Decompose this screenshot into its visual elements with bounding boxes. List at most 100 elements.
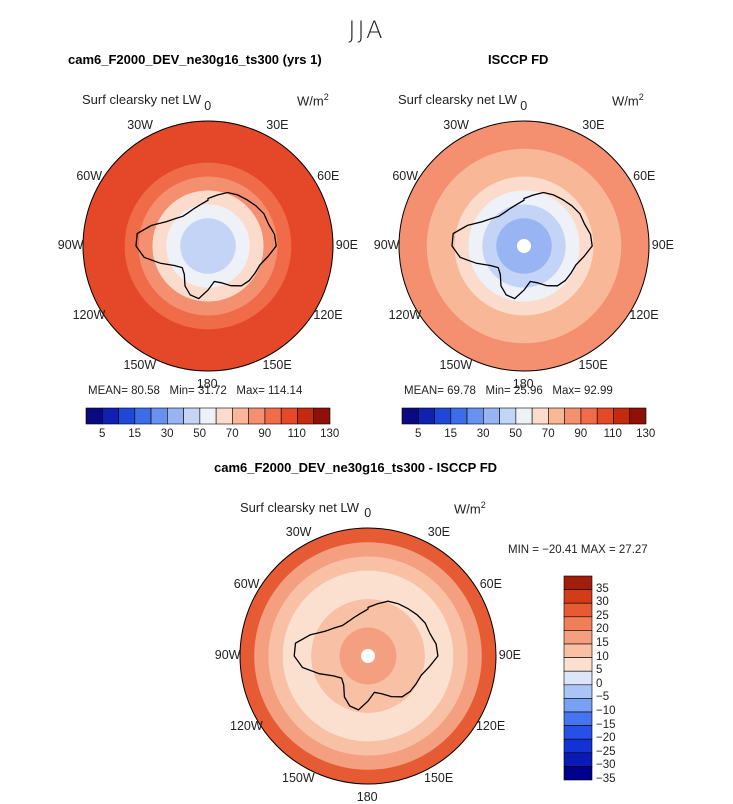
longitude-label: 60E (317, 168, 340, 183)
map-border (398, 120, 650, 372)
colorbar-tick: 20 (596, 623, 609, 636)
longitude-label: 180 (356, 790, 378, 804)
colorbar-tick: 5 (98, 428, 106, 440)
panel2-stats: MEAN= 69.78 Min= 25.96 Max= 92.99 (404, 385, 613, 397)
longitude-label: 30W (443, 117, 469, 132)
longitude-label: 0 (520, 99, 528, 113)
map-panel-2 (398, 120, 650, 372)
colorbar-swatch (563, 575, 593, 590)
longitude-label: 0 (364, 506, 372, 520)
colorbar-swatch (629, 407, 647, 425)
colorbar-swatch (417, 407, 435, 425)
longitude-label: 60E (479, 577, 502, 591)
panel1-units: W/m2 (297, 92, 329, 109)
colorbar-swatch (183, 407, 201, 425)
colorbar-swatch (280, 407, 298, 425)
colorbar-swatch (248, 407, 266, 425)
colorbar-swatch (515, 407, 533, 425)
figure-title: JJA (348, 16, 385, 44)
longitude-label: 150E (424, 770, 454, 785)
colorbar-swatch (563, 670, 593, 686)
longitude-label: 90E (651, 238, 674, 252)
colorbar-tick: −30 (596, 759, 616, 772)
colorbar-swatch (134, 407, 152, 425)
colorbar-tick: 110 (287, 428, 306, 440)
colorbar-tick: −5 (596, 691, 610, 704)
colorbar-tick: 130 (320, 428, 340, 440)
colorbar-tick: 30 (596, 596, 609, 609)
colorbar-tick: 0 (596, 677, 603, 690)
colorbar-swatch (580, 407, 598, 425)
colorbar-swatch (563, 643, 593, 658)
panel3-title: cam6_F2000_DEV_ne30g16_ts300 - ISCCP FD (214, 460, 498, 475)
longitude-label: 30W (285, 525, 312, 540)
longitude-label: 90W (373, 238, 400, 252)
panel1-variable: Surf clearsky net LW (82, 92, 201, 107)
colorbar-tick: 5 (596, 664, 603, 677)
colorbar-swatch (563, 698, 593, 713)
longitude-label: 60E (633, 168, 656, 183)
colorbar-swatch (563, 657, 593, 672)
longitude-label: 120W (230, 719, 263, 733)
colorbar-swatch (563, 684, 593, 699)
panel3-variable: Surf clearsky net LW (240, 500, 359, 515)
colorbar-tick: 35 (596, 582, 609, 595)
colorbar-swatch (466, 407, 484, 425)
pole-missing-data (517, 239, 531, 253)
colorbar-tick: −35 (596, 773, 616, 785)
longitude-label: 0 (204, 99, 212, 113)
longitude-label: 150E (262, 358, 292, 373)
colorbar-tick: 70 (541, 428, 555, 440)
colorbar-swatch (596, 407, 614, 425)
colorbar-tick: 30 (476, 428, 490, 440)
colorbar-tick: 30 (160, 428, 174, 440)
colorbar-tick: 15 (596, 637, 609, 649)
longitude-label: 150E (578, 358, 608, 373)
colorbar-swatch (450, 407, 468, 425)
colorbar-swatch (613, 407, 631, 425)
panel2-variable: Surf clearsky net LW (398, 92, 517, 107)
longitude-label: 120W (72, 307, 106, 322)
colorbar-swatch (563, 616, 593, 631)
colorbar-swatch (563, 602, 593, 618)
panel2-units: W/m2 (612, 92, 644, 109)
colorbar-swatch (564, 407, 582, 425)
map-panel-3 (239, 527, 497, 785)
colorbar-swatch (563, 752, 593, 767)
longitude-label: 120E (313, 307, 343, 322)
colorbar-swatch (548, 407, 565, 425)
colorbar-tick: −10 (596, 705, 616, 717)
colorbar-tick: 130 (636, 428, 656, 440)
colorbar-swatch (101, 407, 119, 425)
colorbar-swatch (483, 407, 500, 425)
colorbar-tick: 90 (258, 428, 272, 440)
panel1-title: cam6_F2000_DEV_ne30g16_ts300 (yrs 1) (68, 52, 322, 67)
colorbar-tick: 70 (225, 428, 239, 440)
longitude-label: 150W (439, 358, 473, 373)
panel3-units: W/m2 (454, 500, 486, 517)
colorbar-swatch (531, 407, 549, 425)
colorbar-swatch (167, 407, 184, 425)
longitude-label: 60W (76, 168, 103, 183)
panel1-stats: MEAN= 80.58 Min= 31.72 Max= 114.14 (88, 385, 303, 397)
panel2-title: ISCCP FD (488, 52, 549, 67)
colorbar-swatch (401, 407, 419, 425)
colorbar-swatch (563, 725, 593, 740)
antarctica-coastline (135, 191, 277, 300)
longitude-label: 150W (282, 770, 315, 785)
longitude-label: 30E (582, 117, 605, 132)
longitude-label: 90E (335, 238, 358, 252)
colorbar-tick: 10 (596, 650, 609, 663)
colorbar-tick: 15 (128, 428, 141, 440)
colorbar-swatch (297, 407, 315, 425)
colorbar-swatch (199, 407, 217, 425)
colorbar-swatch (85, 407, 103, 425)
longitude-label: 90W (57, 238, 84, 252)
antarctica-coastline (293, 600, 439, 711)
map-border (239, 527, 497, 785)
colorbar-tick: 90 (574, 428, 588, 440)
longitude-label: 120E (475, 719, 506, 733)
map-panel-1 (82, 120, 334, 372)
colorbar-panel-1 (85, 407, 331, 425)
longitude-label: 150W (123, 358, 157, 373)
